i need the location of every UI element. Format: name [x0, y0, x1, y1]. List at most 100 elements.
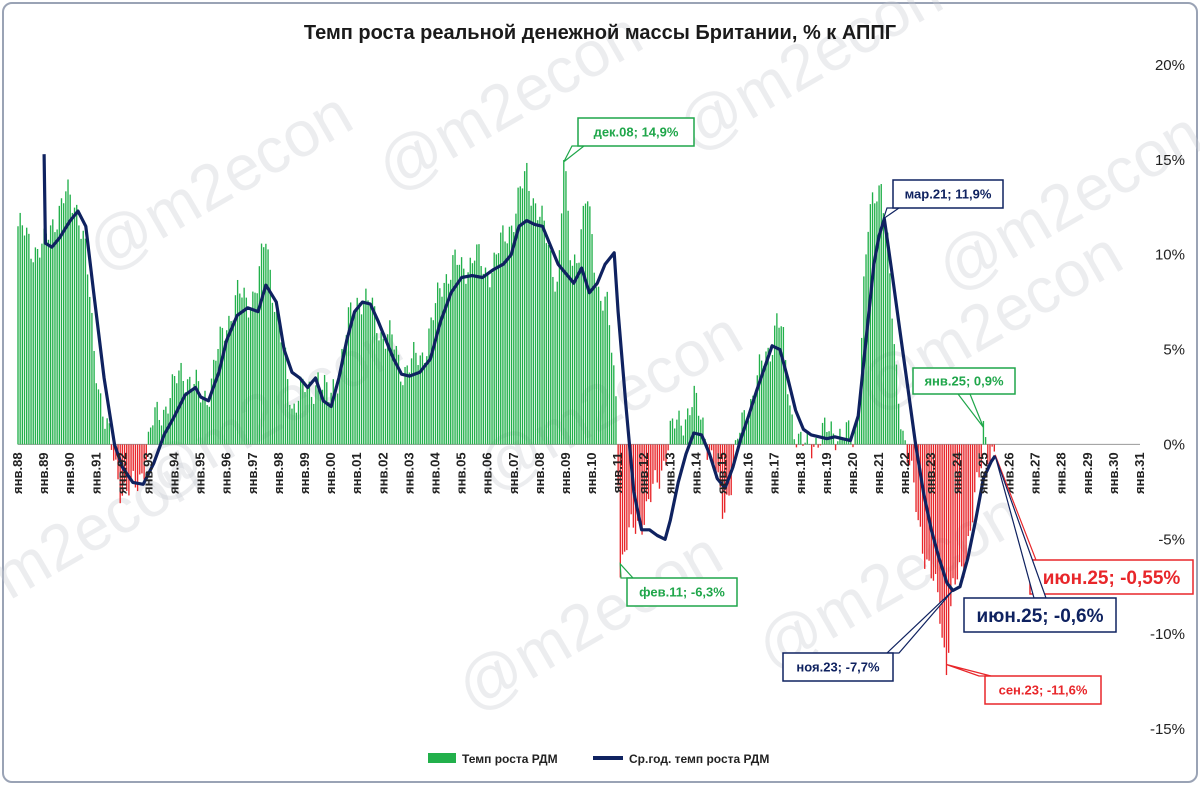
bar	[371, 297, 374, 445]
bar	[593, 272, 595, 445]
bar	[821, 422, 824, 445]
bar	[869, 204, 872, 445]
bar	[508, 226, 511, 445]
bar	[69, 194, 71, 445]
bar	[291, 408, 293, 445]
bar	[173, 376, 176, 445]
bar	[34, 247, 37, 445]
bar	[976, 444, 978, 473]
x-tick-label: янв.15	[715, 452, 730, 494]
bar	[350, 302, 352, 445]
bar	[991, 444, 993, 447]
bar	[319, 389, 321, 445]
bar	[113, 444, 115, 461]
bar	[639, 444, 641, 522]
bar	[143, 444, 145, 480]
bar	[347, 307, 350, 445]
annotation-dec08: дек.08; 14,9%	[563, 117, 695, 163]
bar	[236, 279, 239, 445]
bar	[58, 205, 60, 445]
bar	[467, 272, 469, 445]
annotation-jan25: янв.25; 0,9%	[912, 367, 1016, 428]
bar	[691, 407, 693, 445]
bar	[695, 392, 698, 445]
bar	[395, 345, 398, 445]
bar	[515, 213, 517, 445]
bar	[678, 410, 680, 445]
annotation-box	[984, 675, 1102, 705]
bar	[139, 444, 141, 475]
bar	[945, 444, 948, 676]
bar	[521, 188, 524, 445]
bar	[824, 417, 826, 445]
bar	[487, 274, 489, 445]
bar	[834, 444, 837, 451]
bar	[460, 257, 463, 445]
bar	[560, 213, 563, 445]
bar	[402, 385, 404, 445]
bar	[854, 423, 856, 445]
bar	[323, 374, 326, 445]
bar	[147, 431, 150, 445]
bar	[647, 444, 650, 500]
bar	[708, 444, 711, 454]
bar	[289, 404, 291, 445]
bar	[152, 425, 154, 445]
bar	[497, 253, 500, 445]
bar	[434, 303, 437, 445]
bar	[78, 225, 80, 445]
bar	[47, 239, 50, 445]
bar	[67, 179, 69, 445]
bar	[26, 227, 28, 445]
bar	[182, 380, 184, 445]
bar	[199, 402, 202, 445]
x-tick-label: янв.25	[975, 452, 990, 494]
bar	[406, 365, 408, 445]
bar	[271, 302, 274, 445]
bar	[545, 243, 548, 445]
bar	[710, 444, 713, 451]
bar	[60, 198, 63, 445]
bar	[900, 429, 902, 445]
bar	[897, 403, 900, 445]
bar	[382, 338, 384, 445]
bar	[941, 444, 943, 638]
bar	[443, 282, 445, 445]
bar	[615, 396, 617, 445]
bar	[134, 444, 137, 488]
bar	[971, 444, 974, 523]
bar	[491, 272, 493, 445]
bar	[376, 333, 378, 445]
bar	[937, 444, 939, 593]
bar	[608, 325, 611, 445]
bar	[602, 310, 604, 445]
bar	[876, 201, 878, 445]
bar	[365, 288, 367, 445]
bar	[921, 444, 924, 554]
bar	[276, 306, 278, 445]
bar	[915, 444, 917, 513]
bar	[571, 265, 574, 445]
bar	[676, 419, 678, 445]
bar	[884, 223, 887, 445]
bar	[310, 396, 313, 445]
annotation-label: июн.25; -0,55%	[1043, 568, 1181, 589]
bar	[484, 267, 487, 445]
bar	[919, 444, 922, 527]
x-tick-label: янв.89	[36, 452, 51, 494]
annotation-label: сен.23; -11,6%	[999, 683, 1088, 698]
bar	[493, 252, 495, 445]
bar	[386, 334, 389, 445]
bar	[97, 389, 100, 445]
bar	[913, 444, 915, 483]
bar	[617, 444, 619, 486]
bar	[604, 296, 606, 445]
bar	[132, 444, 134, 471]
bar	[587, 201, 589, 445]
bar	[273, 311, 276, 445]
bar	[84, 238, 87, 445]
bar	[700, 419, 702, 445]
bar	[993, 444, 995, 452]
bar	[128, 444, 130, 496]
bar	[369, 306, 371, 445]
